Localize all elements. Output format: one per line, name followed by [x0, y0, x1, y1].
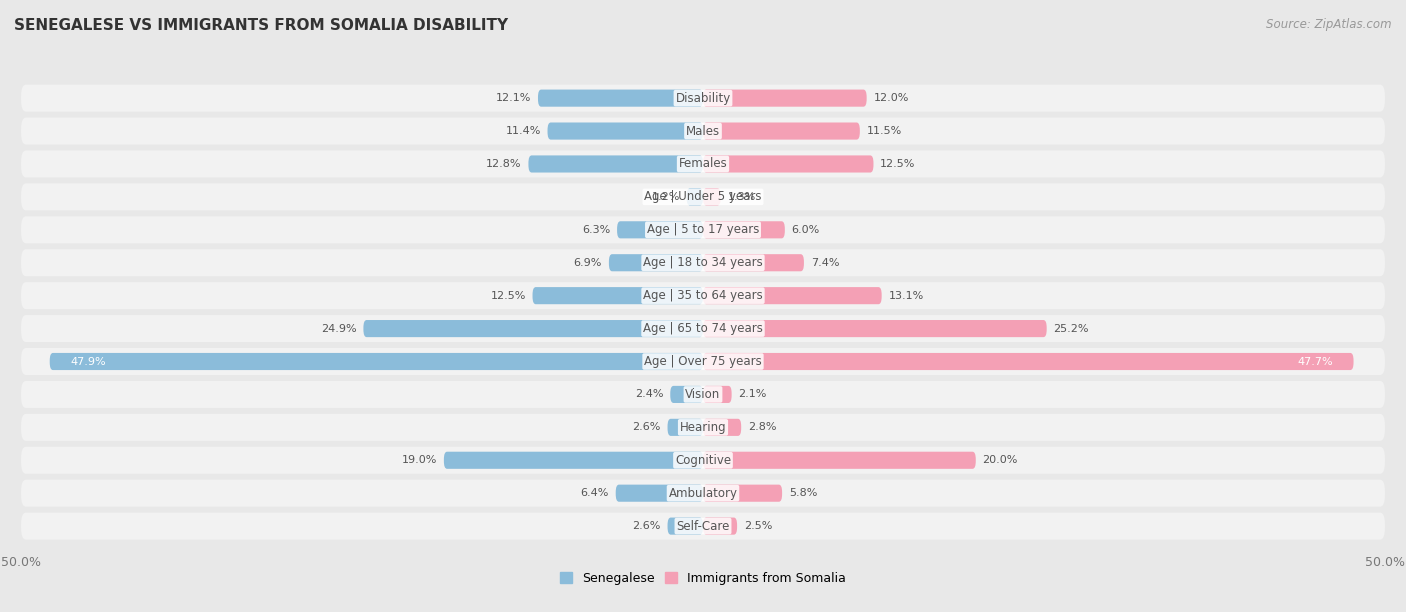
- Text: Cognitive: Cognitive: [675, 453, 731, 467]
- FancyBboxPatch shape: [703, 386, 731, 403]
- FancyBboxPatch shape: [363, 320, 703, 337]
- Text: 25.2%: 25.2%: [1053, 324, 1090, 334]
- Text: Age | 5 to 17 years: Age | 5 to 17 years: [647, 223, 759, 236]
- FancyBboxPatch shape: [616, 485, 703, 502]
- Text: Age | 65 to 74 years: Age | 65 to 74 years: [643, 322, 763, 335]
- FancyBboxPatch shape: [21, 447, 1385, 474]
- FancyBboxPatch shape: [703, 254, 804, 271]
- Text: Vision: Vision: [685, 388, 721, 401]
- Text: 2.5%: 2.5%: [744, 521, 772, 531]
- Text: Age | 18 to 34 years: Age | 18 to 34 years: [643, 256, 763, 269]
- Text: 2.8%: 2.8%: [748, 422, 776, 432]
- FancyBboxPatch shape: [671, 386, 703, 403]
- Text: 6.3%: 6.3%: [582, 225, 610, 235]
- FancyBboxPatch shape: [21, 381, 1385, 408]
- FancyBboxPatch shape: [703, 287, 882, 304]
- FancyBboxPatch shape: [609, 254, 703, 271]
- Text: 12.0%: 12.0%: [873, 93, 908, 103]
- Text: Age | Over 75 years: Age | Over 75 years: [644, 355, 762, 368]
- Text: 12.8%: 12.8%: [486, 159, 522, 169]
- Text: 6.4%: 6.4%: [581, 488, 609, 498]
- Text: 11.5%: 11.5%: [866, 126, 901, 136]
- FancyBboxPatch shape: [21, 184, 1385, 211]
- FancyBboxPatch shape: [668, 518, 703, 535]
- Text: 2.6%: 2.6%: [633, 521, 661, 531]
- Text: 19.0%: 19.0%: [402, 455, 437, 465]
- FancyBboxPatch shape: [703, 222, 785, 239]
- Text: 47.9%: 47.9%: [70, 357, 105, 367]
- FancyBboxPatch shape: [703, 188, 721, 206]
- FancyBboxPatch shape: [703, 419, 741, 436]
- Text: 7.4%: 7.4%: [811, 258, 839, 267]
- Text: Females: Females: [679, 157, 727, 171]
- FancyBboxPatch shape: [21, 84, 1385, 111]
- Text: 12.1%: 12.1%: [496, 93, 531, 103]
- Text: Age | Under 5 years: Age | Under 5 years: [644, 190, 762, 203]
- FancyBboxPatch shape: [668, 419, 703, 436]
- FancyBboxPatch shape: [533, 287, 703, 304]
- Text: 24.9%: 24.9%: [321, 324, 357, 334]
- FancyBboxPatch shape: [703, 320, 1046, 337]
- Text: 2.6%: 2.6%: [633, 422, 661, 432]
- Text: SENEGALESE VS IMMIGRANTS FROM SOMALIA DISABILITY: SENEGALESE VS IMMIGRANTS FROM SOMALIA DI…: [14, 18, 508, 34]
- Text: 12.5%: 12.5%: [491, 291, 526, 300]
- Legend: Senegalese, Immigrants from Somalia: Senegalese, Immigrants from Somalia: [555, 567, 851, 590]
- Text: 20.0%: 20.0%: [983, 455, 1018, 465]
- FancyBboxPatch shape: [538, 89, 703, 106]
- FancyBboxPatch shape: [21, 315, 1385, 342]
- Text: 2.1%: 2.1%: [738, 389, 766, 400]
- Text: Males: Males: [686, 125, 720, 138]
- Text: 6.9%: 6.9%: [574, 258, 602, 267]
- FancyBboxPatch shape: [21, 513, 1385, 540]
- FancyBboxPatch shape: [21, 282, 1385, 309]
- Text: Ambulatory: Ambulatory: [668, 487, 738, 499]
- FancyBboxPatch shape: [21, 249, 1385, 276]
- Text: 2.4%: 2.4%: [636, 389, 664, 400]
- FancyBboxPatch shape: [703, 122, 860, 140]
- FancyBboxPatch shape: [703, 89, 866, 106]
- Text: Source: ZipAtlas.com: Source: ZipAtlas.com: [1267, 18, 1392, 31]
- FancyBboxPatch shape: [21, 414, 1385, 441]
- Text: 5.8%: 5.8%: [789, 488, 817, 498]
- Text: Disability: Disability: [675, 92, 731, 105]
- FancyBboxPatch shape: [703, 155, 873, 173]
- Text: Self-Care: Self-Care: [676, 520, 730, 532]
- FancyBboxPatch shape: [547, 122, 703, 140]
- FancyBboxPatch shape: [529, 155, 703, 173]
- FancyBboxPatch shape: [49, 353, 703, 370]
- Text: 47.7%: 47.7%: [1298, 357, 1333, 367]
- Text: Hearing: Hearing: [679, 421, 727, 434]
- Text: 1.2%: 1.2%: [651, 192, 681, 202]
- FancyBboxPatch shape: [703, 452, 976, 469]
- FancyBboxPatch shape: [444, 452, 703, 469]
- Text: 13.1%: 13.1%: [889, 291, 924, 300]
- FancyBboxPatch shape: [21, 118, 1385, 144]
- FancyBboxPatch shape: [686, 188, 703, 206]
- FancyBboxPatch shape: [703, 518, 737, 535]
- Text: Age | 35 to 64 years: Age | 35 to 64 years: [643, 289, 763, 302]
- FancyBboxPatch shape: [703, 485, 782, 502]
- FancyBboxPatch shape: [21, 480, 1385, 507]
- FancyBboxPatch shape: [703, 353, 1354, 370]
- FancyBboxPatch shape: [617, 222, 703, 239]
- FancyBboxPatch shape: [21, 348, 1385, 375]
- FancyBboxPatch shape: [21, 151, 1385, 177]
- Text: 6.0%: 6.0%: [792, 225, 820, 235]
- Text: 12.5%: 12.5%: [880, 159, 915, 169]
- Text: 11.4%: 11.4%: [505, 126, 541, 136]
- FancyBboxPatch shape: [21, 216, 1385, 244]
- Text: 1.3%: 1.3%: [727, 192, 756, 202]
